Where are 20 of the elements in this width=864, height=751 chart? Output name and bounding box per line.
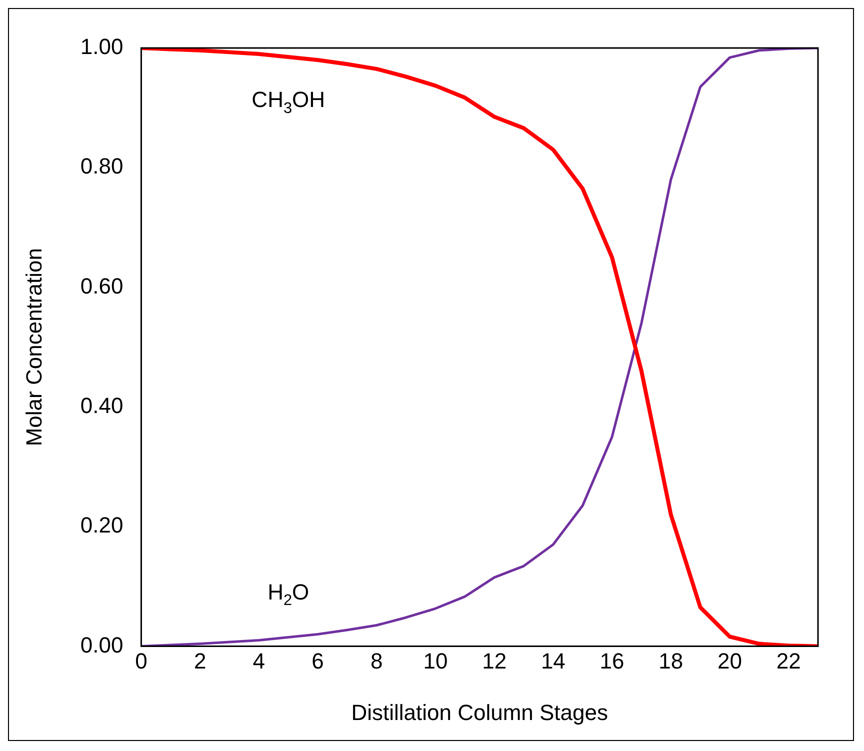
y-tick-label: 0.00 <box>80 632 124 658</box>
y-axis-title: Molar Concentration <box>21 248 46 446</box>
x-tick-label: 8 <box>370 648 383 674</box>
x-tick-label: 22 <box>776 648 801 674</box>
x-tick-label: 20 <box>717 648 742 674</box>
x-tick-label: 6 <box>312 648 324 674</box>
x-axis-title: Distillation Column Stages <box>351 700 608 725</box>
x-tick-label: 10 <box>423 648 448 674</box>
y-tick-label: 0.20 <box>80 512 124 538</box>
y-tick-label: 0.40 <box>80 392 124 418</box>
x-tick-label: 18 <box>658 648 684 674</box>
x-tick-label: 4 <box>252 648 266 674</box>
y-tick-label: 0.80 <box>80 154 124 179</box>
x-tick-label: 2 <box>194 648 206 674</box>
y-tick-label: 1.00 <box>80 34 124 60</box>
x-tick-label: 16 <box>600 648 624 674</box>
x-tick-label: 14 <box>540 648 566 674</box>
x-tick-label: 12 <box>482 648 507 674</box>
y-tick-label: 0.60 <box>80 273 124 298</box>
x-tick-label: 0 <box>135 648 148 674</box>
